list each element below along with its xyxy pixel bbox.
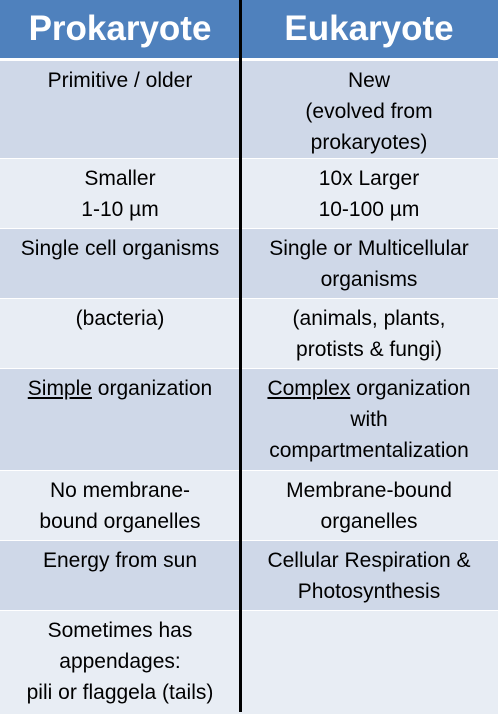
- table-row: Primitive / older New (evolved from prok…: [0, 59, 498, 159]
- table-row: No membrane- bound organelles Membrane-b…: [0, 470, 498, 541]
- cell-text: organization: [91, 377, 213, 400]
- table-row: Sometimes has appendages: pili or flagge…: [0, 610, 498, 715]
- cell-prokaryote: No membrane- bound organelles: [0, 470, 240, 541]
- cell-prokaryote: (bacteria): [0, 298, 240, 369]
- cell-prokaryote: Single cell organisms: [0, 228, 240, 299]
- table-row: Single cell organisms Single or Multicel…: [0, 228, 498, 299]
- header-row: Prokaryote Eukaryote: [0, 0, 498, 61]
- table-row: Energy from sun Cellular Respiration & P…: [0, 540, 498, 611]
- underlined-word: Complex: [267, 377, 351, 400]
- cell-eukaryote: [240, 610, 498, 715]
- cell-prokaryote: Simple organization: [0, 368, 240, 471]
- cell-prokaryote: Smaller 1-10 µm: [0, 158, 240, 229]
- cell-eukaryote: Complex organization with compartmentali…: [240, 368, 498, 471]
- underlined-word: Simple: [27, 377, 92, 400]
- table-row: Smaller 1-10 µm 10x Larger 10-100 µm: [0, 158, 498, 229]
- header-prokaryote: Prokaryote: [0, 0, 240, 61]
- cell-eukaryote: (animals, plants, protists & fungi): [240, 298, 498, 369]
- cell-eukaryote: New (evolved from prokaryotes): [240, 59, 498, 159]
- cell-eukaryote: Membrane-bound organelles: [240, 470, 498, 541]
- header-eukaryote: Eukaryote: [240, 0, 498, 61]
- cell-text: organization with compartmentalization: [269, 377, 471, 462]
- cell-eukaryote: Single or Multicellular organisms: [240, 228, 498, 299]
- table-row: Simple organization Complex organization…: [0, 368, 498, 471]
- cell-prokaryote: Sometimes has appendages: pili or flagge…: [0, 610, 240, 715]
- table-row: (bacteria) (animals, plants, protists & …: [0, 298, 498, 369]
- cell-eukaryote: Cellular Respiration & Photosynthesis: [240, 540, 498, 611]
- cell-eukaryote: 10x Larger 10-100 µm: [240, 158, 498, 229]
- column-divider: [239, 0, 242, 712]
- cell-prokaryote: Primitive / older: [0, 59, 240, 159]
- cell-prokaryote: Energy from sun: [0, 540, 240, 611]
